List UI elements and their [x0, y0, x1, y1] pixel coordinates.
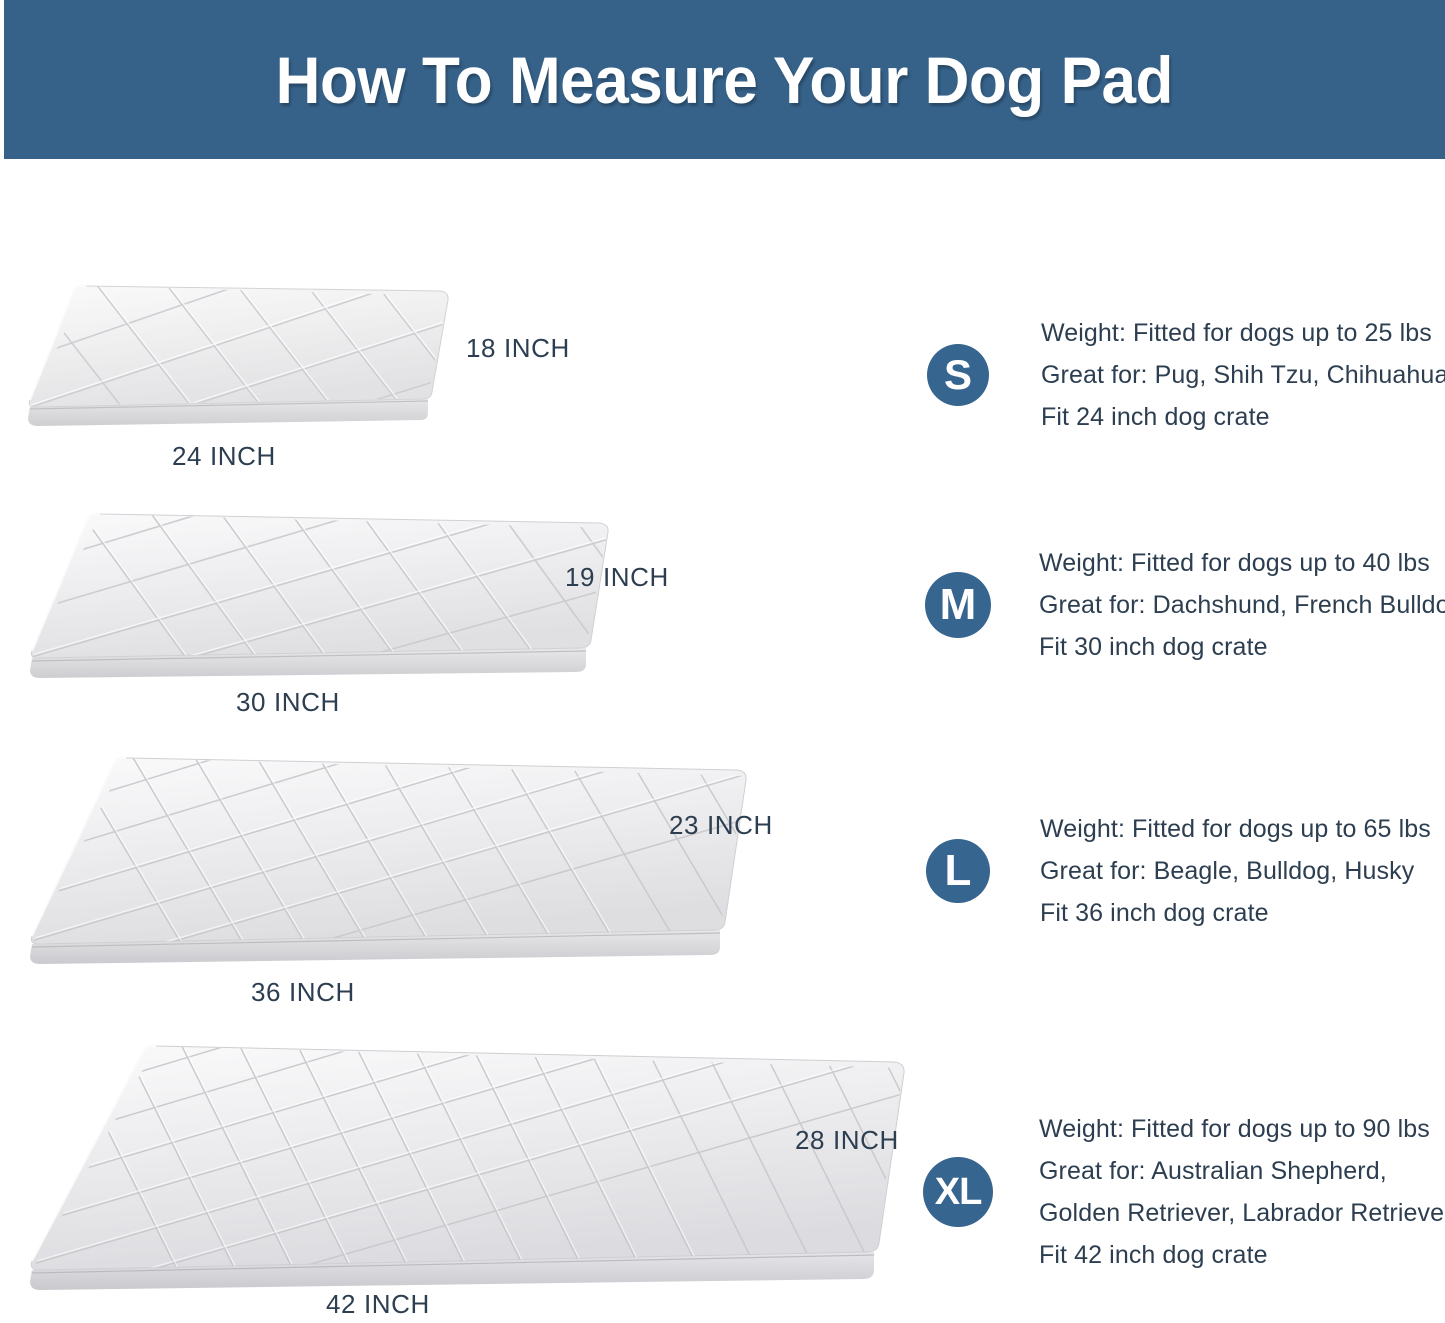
size-line-crate: Fit 36 inch dog crate: [1040, 899, 1269, 927]
size-badge-xl: XL: [923, 1157, 993, 1227]
page-title: How To Measure Your Dog Pad: [275, 42, 1174, 117]
pad-width-label-small: 24 INCH: [172, 441, 276, 471]
pad-depth-label-medium: 19 INCH: [565, 562, 669, 592]
size-line-breeds: Great for: Pug, Shih Tzu, Chihuahua: [1041, 361, 1445, 389]
pad-width-label-large: 36 INCH: [251, 977, 355, 1007]
size-badge-l: L: [926, 839, 990, 903]
size-line-weight: Weight: Fitted for dogs up to 65 lbs: [1040, 815, 1431, 843]
size-line-weight: Weight: Fitted for dogs up to 25 lbs: [1041, 319, 1432, 347]
size-description-l: Weight: Fitted for dogs up to 65 lbs Gre…: [1040, 808, 1431, 934]
pad-width-label-medium: 30 INCH: [236, 687, 340, 717]
size-line-weight: Weight: Fitted for dogs up to 40 lbs: [1039, 549, 1430, 577]
size-line-breeds-1: Great for: Australian Shepherd,: [1039, 1157, 1387, 1185]
size-line-weight: Weight: Fitted for dogs up to 90 lbs: [1039, 1115, 1430, 1143]
quilted-pad-svg-small: [28, 284, 449, 426]
pad-illustration-xlarge: [6, 1038, 931, 1300]
size-description-s: Weight: Fitted for dogs up to 25 lbs Gre…: [1041, 312, 1445, 438]
size-line-breeds-2: Golden Retriever, Labrador Retriever: [1039, 1199, 1445, 1227]
size-guide-entry-s: S Weight: Fitted for dogs up to 25 lbs G…: [927, 312, 1445, 438]
pad-depth-label-small: 18 INCH: [466, 333, 570, 363]
size-guide-entry-xl: XL Weight: Fitted for dogs up to 90 lbs …: [923, 1108, 1445, 1276]
size-guide-entry-m: M Weight: Fitted for dogs up to 40 lbs G…: [925, 542, 1445, 668]
size-line-crate: Fit 30 inch dog crate: [1039, 633, 1268, 661]
pad-illustration-small: [8, 278, 468, 438]
pad-depth-label-xlarge: 28 INCH: [795, 1125, 899, 1155]
quilted-pad-svg-medium: [30, 512, 609, 678]
size-line-breeds: Great for: Beagle, Bulldog, Husky: [1040, 857, 1415, 885]
header-banner: How To Measure Your Dog Pad: [4, 0, 1445, 159]
quilted-pad-svg-xlarge: [30, 1044, 905, 1290]
size-guide-entry-l: L Weight: Fitted for dogs up to 65 lbs G…: [926, 808, 1431, 934]
size-line-crate: Fit 42 inch dog crate: [1039, 1241, 1268, 1269]
pad-illustration-large: [8, 752, 768, 972]
size-badge-s: S: [927, 344, 989, 406]
size-description-m: Weight: Fitted for dogs up to 40 lbs Gre…: [1039, 542, 1445, 668]
size-badge-m: M: [925, 572, 991, 638]
size-line-crate: Fit 24 inch dog crate: [1041, 403, 1270, 431]
size-line-breeds: Great for: Dachshund, French Bulldog: [1039, 591, 1445, 619]
quilted-pad-svg-large: [30, 756, 747, 964]
pad-width-label-xlarge: 42 INCH: [326, 1289, 430, 1319]
pad-illustration-medium: [8, 508, 628, 688]
size-description-xl: Weight: Fitted for dogs up to 90 lbs Gre…: [1039, 1108, 1445, 1276]
pad-depth-label-large: 23 INCH: [669, 810, 773, 840]
